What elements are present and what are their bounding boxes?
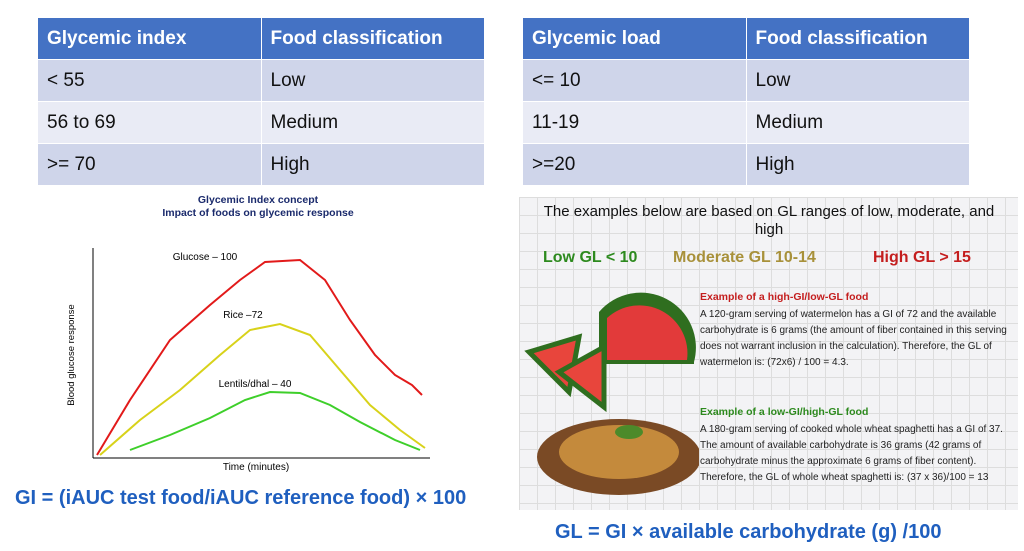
- gi-formula: GI = (iAUC test food/iAUC reference food…: [15, 487, 467, 509]
- table-cell: Low: [260, 59, 485, 102]
- y-label: Blood glucose response: [66, 304, 77, 405]
- table-cell: High: [260, 143, 485, 186]
- table-cell: High: [745, 143, 970, 186]
- curve-label: Rice –72: [223, 310, 263, 321]
- table-cell: 56 to 69: [37, 101, 262, 144]
- table-row: < 55 Low: [37, 59, 485, 102]
- table-row: >= 70 High: [37, 143, 485, 186]
- example-heading: Example of a high-GI/low-GL food: [700, 291, 869, 303]
- watermelon-slice: [554, 342, 607, 413]
- example-text: A 120-gram serving of watermelon has a G…: [700, 309, 1007, 368]
- curve-label: Glucose – 100: [173, 252, 238, 263]
- watermelon-flesh: [607, 305, 688, 360]
- header-cell: Glycemic load: [522, 17, 747, 60]
- rice-curve: [99, 322, 426, 456]
- gl-formula: GL = GI × available carbohydrate (g) /10…: [555, 521, 942, 543]
- gi-table: Glycemic index Food classification < 55 Low…: [37, 17, 485, 186]
- example-heading: Example of a low-GI/high-GL food: [700, 406, 869, 418]
- x-label: Time (minutes): [223, 462, 289, 473]
- header-cell: Glycemic index: [37, 17, 262, 60]
- lentils-curve: [129, 390, 421, 451]
- gl-table: Glycemic load Food classification <= 10 Low…: [522, 17, 970, 186]
- table-cell: < 55: [37, 59, 262, 102]
- range-moderate: Moderate GL 10-14: [673, 249, 816, 266]
- chart-subtitle: Impact of foods on glycemic response: [162, 207, 354, 219]
- range-low: Low GL < 10: [543, 249, 638, 266]
- chart-title: Glycemic Index concept: [198, 194, 319, 206]
- basil: [615, 425, 643, 439]
- table-cell: >=20: [522, 143, 747, 186]
- table-row: 11-19 Medium: [522, 101, 970, 144]
- spaghetti: [559, 425, 679, 479]
- header-cell: Food classification: [260, 17, 485, 60]
- examples-intro: The examples below are based on GL range…: [543, 203, 995, 238]
- gi-chart: Glycemic Index concept Impact of foods o…: [66, 194, 430, 473]
- example-text: A 180-gram serving of cooked whole wheat…: [700, 424, 1003, 483]
- table-cell: <= 10: [522, 59, 747, 102]
- examples-panel: The examples below are based on GL range…: [519, 197, 1018, 510]
- header-cell: Food classification: [745, 17, 970, 60]
- table-row: >=20 High: [522, 143, 970, 186]
- table-cell: 11-19: [522, 101, 747, 144]
- curve-label: Lentils/dhal – 40: [219, 379, 292, 390]
- table-cell: >= 70: [37, 143, 262, 186]
- header-row: Glycemic load Food classification: [522, 17, 970, 60]
- table-row: 56 to 69 Medium: [37, 101, 485, 144]
- table-cell: Low: [745, 59, 970, 102]
- table-cell: Medium: [260, 101, 485, 144]
- food-images: [524, 292, 699, 495]
- table-row: <= 10 Low: [522, 59, 970, 102]
- range-high: High GL > 15: [873, 249, 971, 266]
- table-cell: Medium: [745, 101, 970, 144]
- header-row: Glycemic index Food classification: [37, 17, 485, 60]
- glucose-curve: [96, 258, 423, 456]
